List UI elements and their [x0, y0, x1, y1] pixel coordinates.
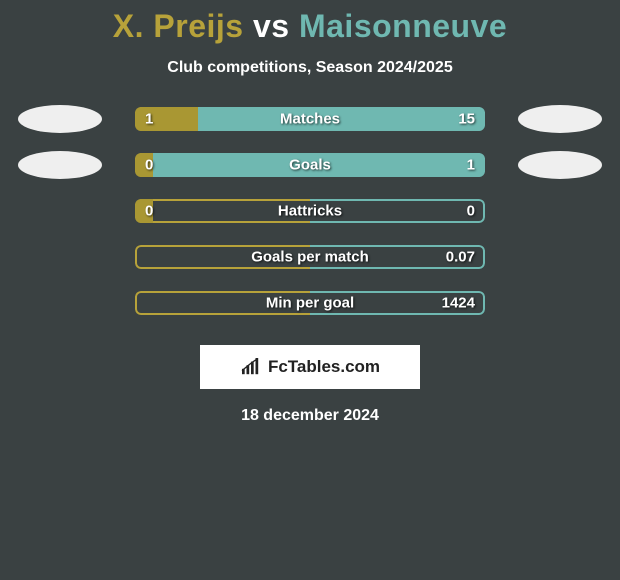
stat-bar: 0 Hattricks 0: [135, 199, 485, 223]
date-label: 18 december 2024: [0, 407, 620, 425]
stat-label: Min per goal: [266, 295, 354, 312]
stat-value-left: 0: [145, 157, 153, 174]
team-ellipse-right: [518, 151, 602, 179]
stat-row: 0 Hattricks 0: [0, 199, 620, 223]
logo-text: FcTables.com: [268, 357, 380, 377]
stat-value-left: 0: [145, 203, 153, 220]
stat-value-right: 1: [467, 157, 475, 174]
stat-bar: Goals per match 0.07: [135, 245, 485, 269]
comparison-card: X. Preijs vs Maisonneuve Club competitio…: [0, 0, 620, 425]
stat-bar: Min per goal 1424: [135, 291, 485, 315]
team-ellipse-left: [18, 151, 102, 179]
stat-value-right: 1424: [442, 295, 475, 312]
stat-row: Min per goal 1424: [0, 291, 620, 315]
stats-rows: 1 Matches 15 0 Goals 1 0 Hattricks 0 Goals per ma…: [0, 107, 620, 315]
bar-fill-right: [198, 107, 485, 131]
stat-value-left: 1: [145, 111, 153, 128]
stat-row: Goals per match 0.07: [0, 245, 620, 269]
stat-label: Goals per match: [251, 249, 369, 266]
page-title: X. Preijs vs Maisonneuve: [0, 8, 620, 45]
stat-row: 1 Matches 15: [0, 107, 620, 131]
stat-label: Matches: [280, 111, 340, 128]
stat-label: Goals: [289, 157, 331, 174]
team-ellipse-left: [18, 105, 102, 133]
vs-text: vs: [253, 8, 290, 44]
team-ellipse-right: [518, 105, 602, 133]
bar-chart-icon: [240, 358, 262, 376]
stat-value-right: 15: [458, 111, 475, 128]
subtitle: Club competitions, Season 2024/2025: [0, 59, 620, 77]
stat-value-right: 0.07: [446, 249, 475, 266]
player2-name: Maisonneuve: [299, 8, 507, 44]
stat-bar: 1 Matches 15: [135, 107, 485, 131]
logo-box: FcTables.com: [200, 345, 420, 389]
stat-bar: 0 Goals 1: [135, 153, 485, 177]
stat-row: 0 Goals 1: [0, 153, 620, 177]
stat-value-right: 0: [467, 203, 475, 220]
player1-name: X. Preijs: [113, 8, 244, 44]
stat-label: Hattricks: [278, 203, 342, 220]
